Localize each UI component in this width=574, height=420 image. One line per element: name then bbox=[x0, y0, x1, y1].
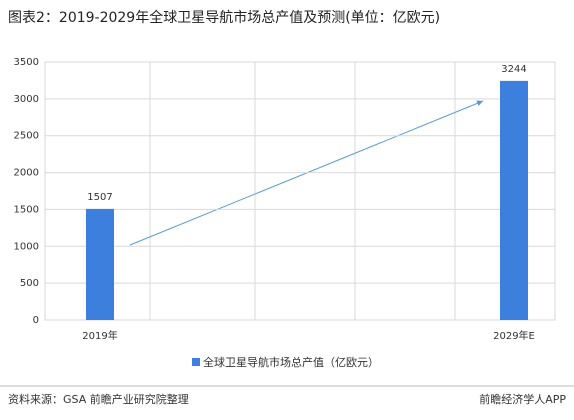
chart-title: 图表2：2019-2029年全球卫星导航市场总产值及预测(单位：亿欧元) bbox=[8, 9, 440, 26]
y-tick-label: 1000 bbox=[14, 241, 39, 252]
vertical-grid bbox=[149, 62, 456, 320]
y-tick-label: 2000 bbox=[14, 168, 39, 179]
plot-frame bbox=[44, 61, 556, 321]
data-label: 3244 bbox=[501, 64, 526, 75]
x-tick-label: 2019年 bbox=[82, 329, 117, 342]
y-tick-label: 1500 bbox=[14, 204, 39, 215]
y-tick-label: 3000 bbox=[14, 94, 39, 105]
y-tick-label: 0 bbox=[33, 315, 39, 326]
footer-brand: 前瞻经济学人APP bbox=[479, 392, 566, 406]
data-label: 1507 bbox=[87, 192, 112, 203]
bar bbox=[86, 208, 114, 320]
y-tick-label: 2500 bbox=[14, 131, 39, 142]
y-tick-label: 3500 bbox=[14, 57, 39, 68]
footer-source: 资料来源：GSA 前瞻产业研究院整理 bbox=[8, 392, 189, 406]
legend-swatch bbox=[192, 358, 200, 366]
legend-label: 全球卫星导航市场总产值（亿欧元） bbox=[203, 355, 379, 369]
x-tick-label: 2029年E bbox=[493, 329, 535, 342]
y-tick-label: 500 bbox=[20, 278, 39, 289]
bar bbox=[500, 80, 528, 321]
